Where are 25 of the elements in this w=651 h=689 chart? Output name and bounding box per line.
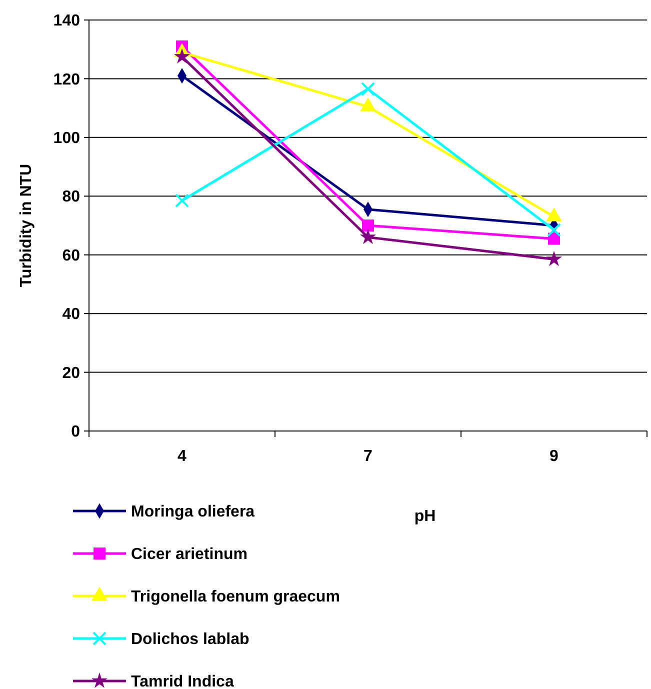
y-tick-label: 40 xyxy=(62,306,80,324)
x-axis-title: pH xyxy=(414,508,436,525)
point xyxy=(547,222,561,237)
point xyxy=(361,82,375,96)
y-tick-label: 120 xyxy=(53,71,80,88)
legend-label: Dolichos lablab xyxy=(131,631,250,648)
point xyxy=(360,228,376,244)
y-tick-label: 80 xyxy=(62,188,80,206)
x-tick-label: 4 xyxy=(178,448,187,465)
point xyxy=(174,48,190,64)
y-tick-label: 20 xyxy=(62,364,80,382)
x-tick-label: 9 xyxy=(550,448,559,465)
y-axis-title: Turbidity in NTU xyxy=(18,164,35,288)
legend-label: Cicer arietinum xyxy=(131,546,248,564)
point xyxy=(175,194,189,208)
point xyxy=(546,250,562,266)
legend-label: Trigonella foenum graecum xyxy=(131,588,340,606)
y-tick-label: 60 xyxy=(62,247,80,264)
point xyxy=(362,220,374,232)
y-tick-label: 0 xyxy=(71,424,80,441)
y-tick-label: 140 xyxy=(53,12,80,30)
y-tick-label: 100 xyxy=(53,130,80,148)
legend-label: Moringa oliefera xyxy=(131,504,255,521)
legend-label: Tamrid Indica xyxy=(131,674,234,689)
x-tick-label: 7 xyxy=(364,448,373,465)
